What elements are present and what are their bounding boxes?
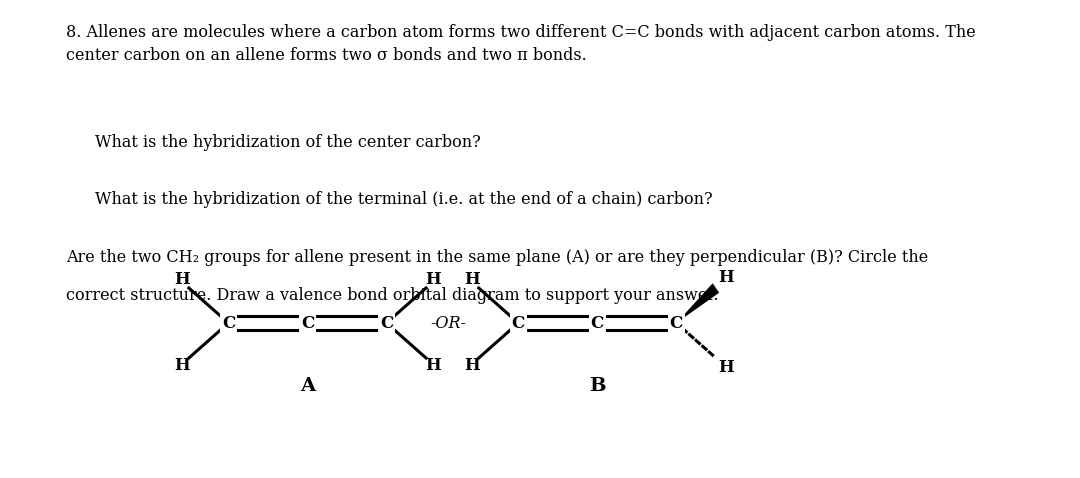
- Text: What is the hybridization of the terminal (i.e. at the end of a chain) carbon?: What is the hybridization of the termina…: [95, 191, 713, 208]
- Text: Are the two CH₂ groups for allene present in the same plane (A) or are they perp: Are the two CH₂ groups for allene presen…: [66, 249, 929, 266]
- Text: H: H: [174, 272, 190, 289]
- Text: C: C: [512, 315, 525, 332]
- Text: C: C: [221, 315, 235, 332]
- Text: correct structure. Draw a valence bond orbital diagram to support your answer.: correct structure. Draw a valence bond o…: [66, 287, 719, 304]
- Text: B: B: [589, 377, 606, 395]
- Text: C: C: [591, 315, 604, 332]
- Text: A: A: [300, 377, 315, 395]
- Text: What is the hybridization of the center carbon?: What is the hybridization of the center …: [95, 134, 481, 151]
- Text: H: H: [174, 358, 190, 374]
- Text: H: H: [718, 359, 734, 377]
- Text: -OR-: -OR-: [430, 315, 465, 332]
- Polygon shape: [676, 283, 719, 323]
- Text: H: H: [463, 272, 480, 289]
- Text: 8. Allenes are molecules where a carbon atom forms two different C=C bonds with : 8. Allenes are molecules where a carbon …: [66, 24, 976, 65]
- Text: H: H: [718, 270, 734, 286]
- Text: H: H: [426, 358, 441, 374]
- Text: C: C: [301, 315, 314, 332]
- Text: H: H: [426, 272, 441, 289]
- Text: H: H: [463, 358, 480, 374]
- Text: C: C: [380, 315, 393, 332]
- Text: C: C: [670, 315, 683, 332]
